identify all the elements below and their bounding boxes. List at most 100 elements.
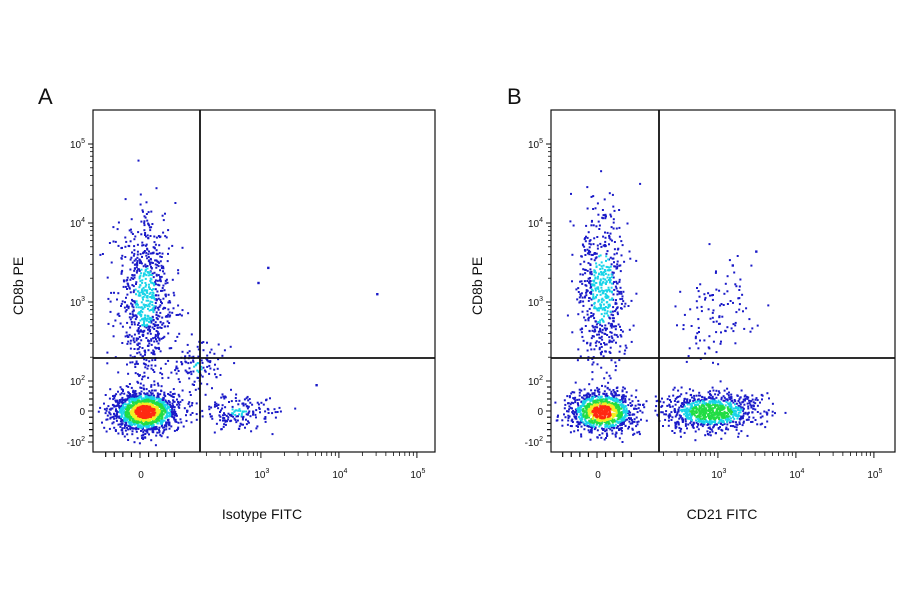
- event-dot: [695, 300, 698, 303]
- event-dot: [561, 424, 564, 427]
- event-dot: [607, 305, 610, 308]
- event-dot: [662, 425, 664, 427]
- event-dot: [131, 303, 134, 306]
- event-dot: [120, 392, 123, 395]
- event-dot: [118, 416, 121, 419]
- event-dot: [131, 261, 134, 264]
- event-dot: [606, 290, 608, 293]
- event-dot: [601, 384, 603, 387]
- event-dot: [143, 250, 146, 252]
- event-dot: [190, 421, 193, 424]
- event-dot: [692, 389, 695, 392]
- event-dot: [604, 293, 607, 295]
- event-dot: [606, 421, 609, 424]
- event-dot: [179, 313, 181, 316]
- event-dot: [140, 398, 143, 401]
- event-dot: [695, 421, 698, 424]
- event-dot: [158, 252, 161, 255]
- event-dot: [664, 418, 667, 421]
- event-dot: [703, 396, 706, 399]
- event-dot: [593, 400, 596, 403]
- event-dot: [155, 338, 157, 341]
- event-dot: [150, 385, 153, 388]
- event-dot: [589, 342, 592, 345]
- event-dot: [588, 383, 591, 386]
- event-dot: [166, 325, 169, 328]
- event-dot: [579, 293, 582, 296]
- event-dot: [609, 310, 612, 313]
- event-dot: [115, 404, 118, 407]
- event-dot: [145, 274, 148, 277]
- event-dot: [725, 415, 728, 417]
- event-dot: [137, 231, 140, 234]
- event-dot: [135, 428, 138, 431]
- event-dot: [191, 412, 194, 414]
- event-dot: [692, 410, 695, 413]
- event-dot: [575, 413, 578, 416]
- event-dot: [554, 401, 557, 404]
- event-dot: [621, 441, 624, 443]
- event-dot: [612, 395, 615, 398]
- event-dot: [709, 428, 712, 430]
- event-dot: [686, 415, 689, 418]
- event-dot: [135, 293, 137, 296]
- event-dot: [126, 414, 129, 417]
- event-dot: [144, 366, 147, 369]
- event-dot: [152, 276, 155, 279]
- event-dot: [748, 318, 751, 321]
- event-dot: [153, 380, 156, 383]
- event-dot: [619, 422, 622, 425]
- event-dot: [151, 272, 154, 275]
- event-dot: [605, 255, 608, 258]
- event-dot: [606, 310, 609, 313]
- event-dot: [665, 410, 668, 413]
- event-dot: [161, 214, 164, 217]
- event-dot: [213, 405, 216, 408]
- event-dot: [584, 420, 587, 423]
- event-dot: [138, 351, 141, 354]
- event-dot: [163, 424, 166, 427]
- event-dot: [732, 425, 735, 427]
- event-dot: [674, 427, 677, 430]
- event-dot: [152, 319, 155, 322]
- event-dot: [581, 273, 584, 276]
- event-dot: [589, 277, 591, 279]
- event-dot: [597, 390, 600, 393]
- event-dot: [258, 408, 261, 410]
- event-dot: [661, 397, 663, 400]
- event-dot: [196, 369, 199, 372]
- event-dot: [121, 429, 124, 432]
- event-dot: [139, 261, 141, 264]
- event-dot: [694, 439, 697, 442]
- event-dot: [763, 410, 766, 413]
- event-dot: [164, 407, 167, 410]
- event-dot: [593, 317, 596, 320]
- event-dot: [142, 433, 145, 436]
- event-dot: [131, 274, 134, 277]
- event-dot: [590, 290, 593, 293]
- event-dot: [132, 412, 134, 415]
- event-dot: [611, 297, 614, 300]
- event-dot: [635, 292, 638, 295]
- event-dot: [604, 399, 607, 402]
- event-dot: [567, 402, 570, 405]
- event-dot: [149, 391, 152, 394]
- event-dot: [618, 394, 621, 397]
- event-dot: [719, 413, 722, 416]
- event-dot: [741, 293, 744, 296]
- event-dot: [600, 366, 603, 369]
- event-dot: [724, 404, 727, 407]
- event-dot: [593, 328, 596, 331]
- event-dot: [720, 303, 723, 305]
- event-dot: [618, 292, 621, 295]
- event-dot: [144, 411, 147, 414]
- event-dot: [128, 401, 131, 404]
- event-dot: [610, 326, 613, 329]
- event-dot: [609, 377, 612, 380]
- outlier-dot: [376, 293, 379, 296]
- event-dot: [671, 405, 674, 408]
- event-dot: [752, 407, 755, 410]
- event-dot: [180, 361, 183, 363]
- event-dot: [742, 407, 745, 410]
- event-dot: [195, 413, 198, 416]
